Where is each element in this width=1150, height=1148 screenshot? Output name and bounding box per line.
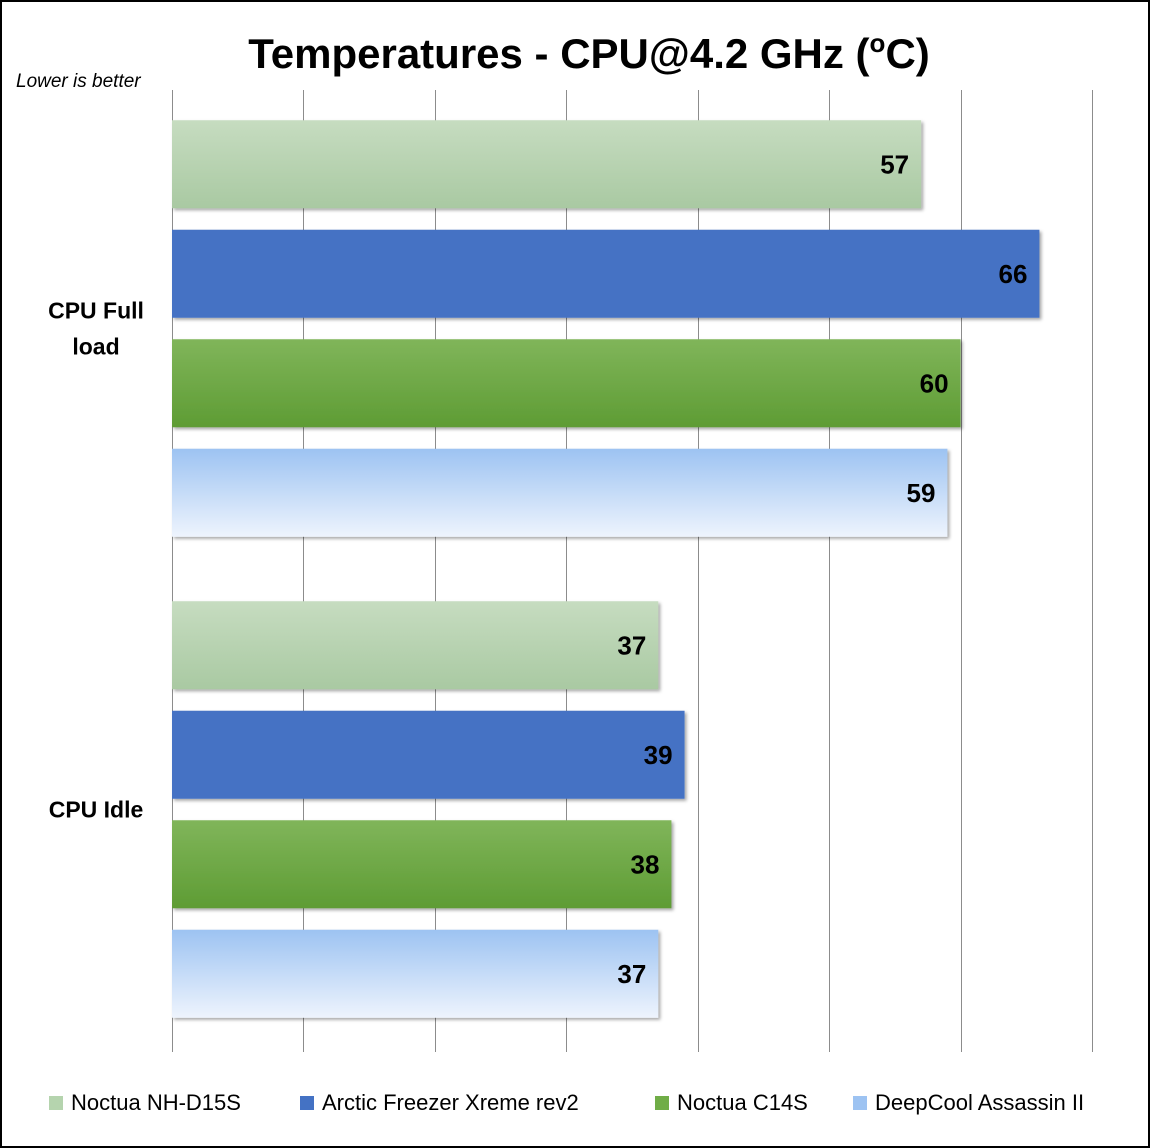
bars: 57 66 60 59 37 39 38 37 bbox=[172, 120, 1040, 1018]
category-label: CPU Idle bbox=[49, 797, 144, 823]
category-label: CPU Full load bbox=[48, 298, 144, 360]
bar bbox=[172, 120, 922, 209]
category-labels: CPU Full load CPU Idle bbox=[48, 298, 144, 823]
legend-swatch bbox=[49, 1096, 63, 1110]
legend-swatch bbox=[300, 1096, 314, 1110]
legend-swatch bbox=[853, 1096, 867, 1110]
legend-label: Noctua C14S bbox=[677, 1090, 808, 1115]
bar bbox=[172, 339, 961, 428]
bar bbox=[172, 820, 672, 909]
bar bbox=[172, 229, 1040, 318]
legend-swatch bbox=[655, 1096, 669, 1110]
bar bbox=[172, 929, 659, 1018]
data-label: 66 bbox=[999, 259, 1028, 289]
data-label: 37 bbox=[617, 959, 646, 989]
bar bbox=[172, 601, 659, 690]
data-label: 37 bbox=[617, 630, 646, 660]
bar bbox=[172, 448, 948, 537]
data-label: 60 bbox=[920, 368, 949, 398]
legend: Noctua NH-D15S Arctic Freezer Xreme rev2 N… bbox=[49, 1090, 1084, 1115]
data-label: 38 bbox=[631, 849, 660, 879]
bar bbox=[172, 710, 685, 799]
legend-label: Arctic Freezer Xreme rev2 bbox=[322, 1090, 579, 1115]
chart-subtitle: Lower is better bbox=[16, 71, 141, 92]
legend-label: Noctua NH-D15S bbox=[71, 1090, 241, 1115]
chart-title: Temperatures - CPU@4.2 GHz (oC) bbox=[248, 28, 930, 77]
data-label: 59 bbox=[907, 478, 936, 508]
data-label: 39 bbox=[644, 740, 673, 770]
legend-label: DeepCool Assassin II bbox=[875, 1090, 1084, 1115]
data-label: 57 bbox=[880, 149, 909, 179]
